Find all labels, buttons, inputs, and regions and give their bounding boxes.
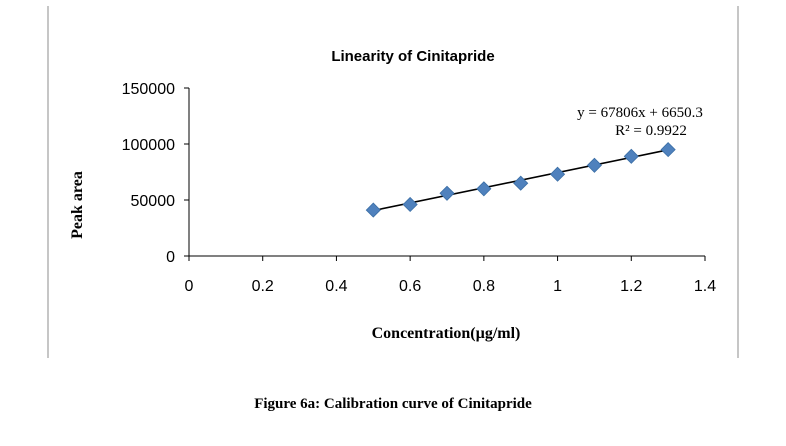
- data-point-diamond: [365, 202, 381, 218]
- x-tick-label: 0.8: [473, 278, 495, 295]
- x-tick-label: 0.2: [252, 278, 274, 295]
- data-point-diamond: [513, 175, 529, 191]
- y-tick-label: 0: [166, 249, 175, 266]
- data-point-diamond: [660, 142, 676, 158]
- y-axis-label: Peak area: [69, 171, 86, 239]
- y-tick-label: 100000: [122, 137, 175, 154]
- x-tick-label: 1.4: [694, 278, 716, 295]
- data-point-diamond: [623, 148, 639, 164]
- x-tick-label: 1.2: [620, 278, 642, 295]
- y-tick-label: 50000: [131, 193, 176, 210]
- x-tick-label: 0.6: [399, 278, 421, 295]
- figure-caption: Figure 6a: Calibration curve of Cinitapr…: [254, 396, 532, 412]
- data-points: [365, 142, 676, 218]
- x-tick-label: 0.4: [325, 278, 347, 295]
- trendline-equation: y = 67806x + 6650.3: [577, 105, 703, 121]
- x-axis-label: Concentration(µg/ml): [372, 325, 521, 342]
- y-tick-label: 150000: [122, 81, 175, 98]
- x-tick-label: 1: [553, 278, 562, 295]
- r-squared-label: R² = 0.9922: [615, 123, 687, 139]
- x-axis-ticks: 0 0.2 0.4 0.6 0.8 1 1.2 1.4: [185, 256, 716, 295]
- data-point-diamond: [476, 181, 492, 197]
- data-point-diamond: [439, 185, 455, 201]
- x-tick-label: 0: [185, 278, 194, 295]
- data-point-diamond: [550, 166, 566, 182]
- data-point-diamond: [586, 157, 602, 173]
- chart-title: Linearity of Cinitapride: [331, 48, 494, 65]
- data-point-diamond: [402, 196, 418, 213]
- y-axis-ticks: 0 50000 100000 150000: [122, 81, 189, 266]
